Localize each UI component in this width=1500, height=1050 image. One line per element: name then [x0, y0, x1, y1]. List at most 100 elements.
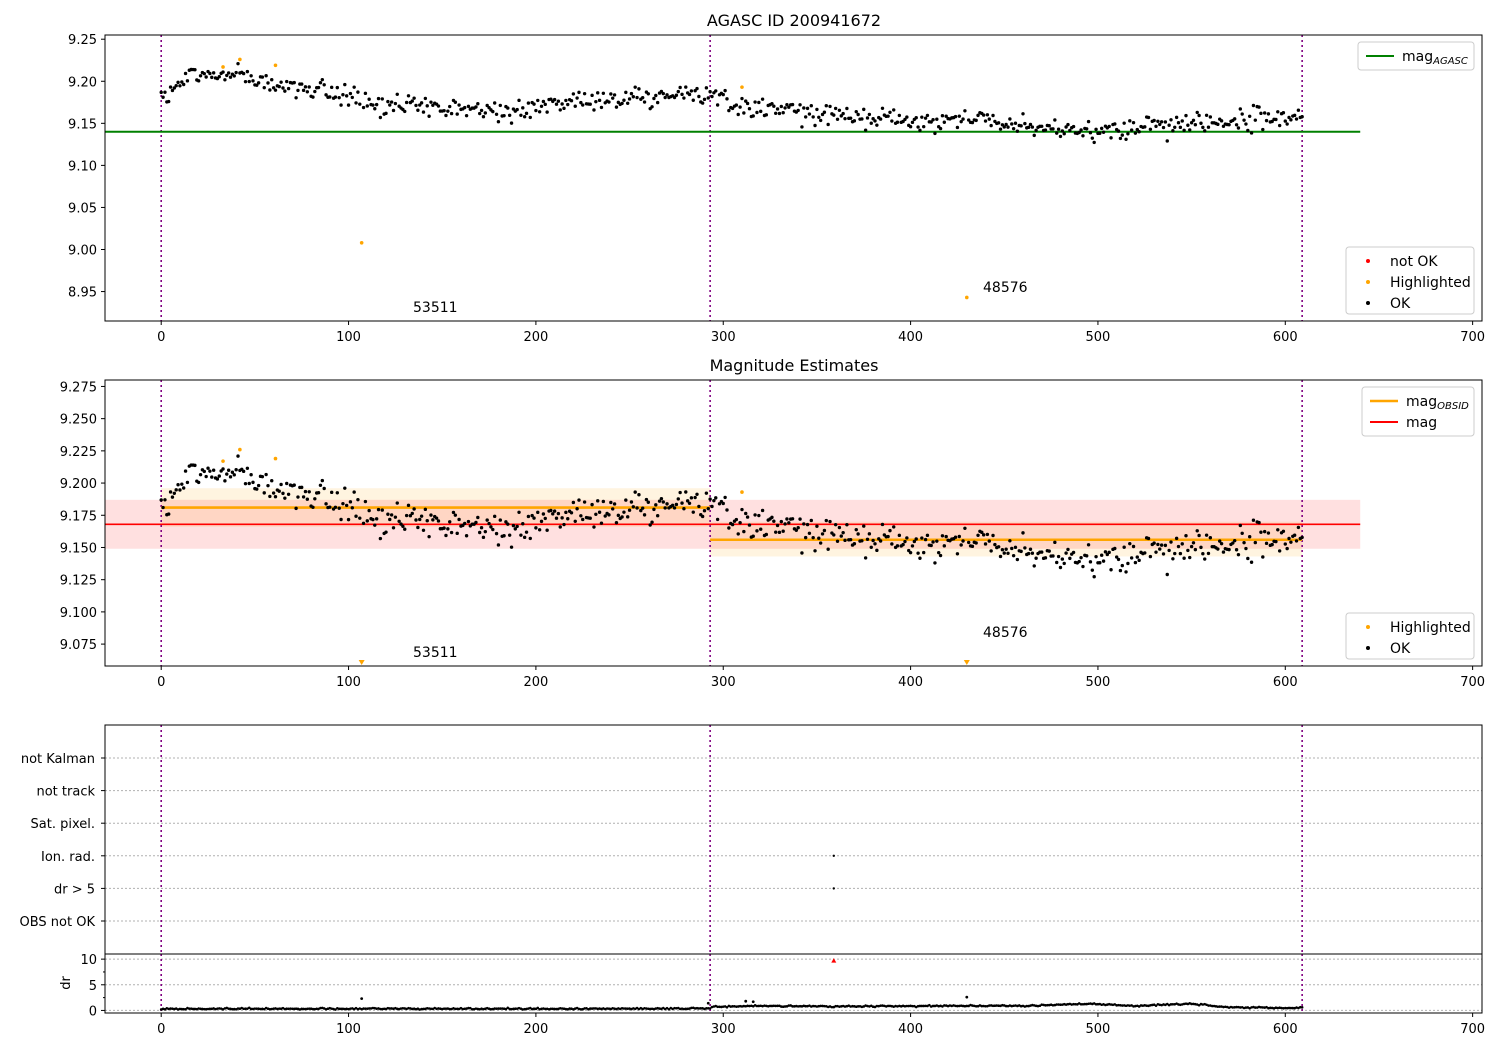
ok-point [343, 486, 347, 490]
ok-point [283, 89, 287, 93]
ok-point [826, 547, 830, 551]
dr-point [388, 1007, 392, 1010]
dr-point [987, 1004, 991, 1007]
ok-point [659, 496, 664, 501]
ok-point [1178, 551, 1183, 556]
ok-point [742, 529, 746, 534]
dr-point [605, 1007, 609, 1010]
dr-point [204, 1007, 208, 1011]
ok-point [1203, 557, 1207, 561]
ok-point [877, 537, 881, 541]
dr-point [834, 1004, 837, 1008]
ok-point [1002, 551, 1006, 555]
ok-point [344, 503, 349, 508]
dr-point [1117, 1003, 1120, 1007]
ok-point [944, 534, 948, 539]
ok-point [339, 103, 343, 107]
ok-point [674, 502, 679, 507]
ok-point [1064, 125, 1068, 129]
ok-point [1253, 540, 1258, 545]
dr-point [489, 1007, 493, 1011]
y-tick-label: 9.05 [68, 201, 97, 216]
x-tick-label: 300 [711, 330, 736, 345]
ok-point [185, 480, 190, 485]
ok-point [1233, 538, 1237, 543]
x-tick-label: 0 [157, 1022, 165, 1037]
ok-point [249, 74, 253, 78]
ok-point [1066, 122, 1070, 127]
dr-point [1298, 1005, 1302, 1009]
ok-point [757, 100, 761, 105]
ok-point [764, 532, 769, 537]
ok-point [744, 511, 748, 516]
ok-point [755, 110, 759, 115]
ok-point [161, 505, 165, 510]
ok-point [292, 483, 296, 487]
dr-point [543, 1007, 547, 1011]
dr-point [875, 1004, 879, 1008]
ok-point [1028, 122, 1033, 127]
ok-point [594, 99, 598, 104]
ok-point [277, 489, 281, 493]
dr-point [272, 1007, 275, 1010]
ok-point [622, 510, 626, 514]
ok-point [526, 514, 531, 519]
ok-point [277, 84, 281, 89]
ok-point [652, 507, 656, 512]
ok-point [507, 533, 512, 537]
ok-point [320, 77, 325, 82]
ok-point [436, 104, 441, 108]
ok-point [208, 71, 212, 76]
dr-point [540, 1007, 543, 1011]
ok-point [1262, 529, 1267, 534]
ok-point [1006, 125, 1010, 129]
ok-point [255, 83, 259, 87]
ok-point [625, 101, 630, 106]
ok-point [1283, 542, 1287, 546]
ok-point [723, 88, 727, 93]
ok-point [305, 90, 310, 94]
ok-point [1201, 125, 1205, 130]
dr-point [690, 1006, 693, 1010]
ok-point [1251, 518, 1256, 522]
ok-point [886, 114, 890, 118]
ok-point [1208, 115, 1213, 119]
ok-point [646, 92, 651, 96]
ok-point [247, 79, 251, 84]
ok-point [818, 541, 823, 545]
ok-point [1055, 131, 1059, 135]
ok-point [337, 506, 341, 510]
ok-point [625, 515, 630, 519]
flag-category-label: dr > 5 [54, 882, 95, 897]
ok-point [391, 526, 396, 530]
dr-point [558, 1007, 562, 1010]
ok-point [691, 510, 695, 514]
ok-point [955, 552, 960, 556]
ok-point [661, 500, 665, 504]
dr-point [1231, 1006, 1235, 1009]
dr-outlier-point [751, 1000, 755, 1004]
ok-point [996, 545, 1001, 549]
agasc-panel-title: AGASC ID 200941672 [707, 11, 881, 30]
dr-point [470, 1007, 474, 1011]
ok-point [822, 528, 827, 533]
ok-point [412, 507, 416, 511]
x-tick-label: 400 [898, 675, 923, 690]
dr-point [697, 1007, 701, 1010]
ok-point [998, 554, 1003, 559]
ok-point [684, 85, 688, 89]
ok-point [361, 105, 366, 110]
ok-point [539, 104, 544, 108]
ok-point [779, 519, 784, 524]
dr-point [236, 1007, 240, 1010]
ok-point [655, 513, 660, 518]
ok-point [817, 115, 821, 119]
ok-point [564, 510, 568, 515]
ok-point [1109, 136, 1113, 140]
y-tick-label: 10 [80, 953, 97, 968]
ok-point [448, 104, 452, 109]
ok-point [1154, 124, 1158, 129]
ok-point [1143, 551, 1147, 555]
dr-point [823, 1004, 826, 1008]
ok-point [453, 100, 458, 104]
